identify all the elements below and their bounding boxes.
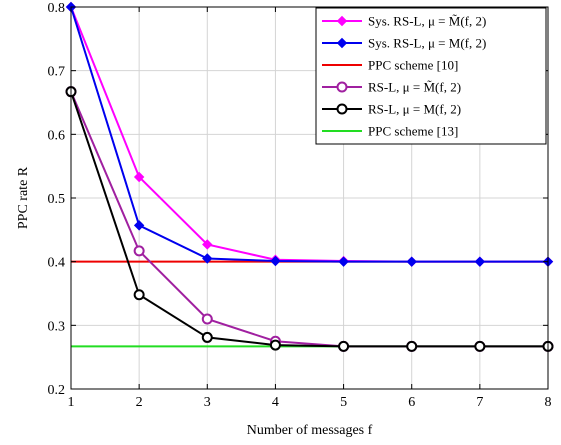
x-tick-label: 4 [272, 395, 279, 410]
y-tick-label: 0.8 [48, 1, 66, 16]
x-axis-label: Number of messages f [247, 423, 373, 438]
y-tick-label: 0.3 [48, 319, 66, 334]
x-tick-label: 7 [476, 395, 483, 410]
x-tick-label: 8 [545, 395, 552, 410]
plot-series [65, 1, 554, 352]
legend-entry: Sys. RS-L, μ = M̃(f, 2) [322, 14, 486, 29]
legend: Sys. RS-L, μ = M̃(f, 2) Sys. RS-L, μ = M(… [315, 7, 547, 145]
series-4 [65, 86, 554, 352]
legend-label: RS-L, μ = M(f, 2) [368, 102, 461, 117]
diamond-marker [338, 256, 349, 267]
circle-marker [336, 81, 348, 93]
diamond-marker [270, 255, 281, 267]
legend-entry: Sys. RS-L, μ = M(f, 2) [322, 36, 486, 51]
y-axis-label: PPC rate R [16, 166, 31, 229]
y-tick-label: 0.5 [48, 192, 66, 207]
y-tick-label: 0.7 [48, 65, 66, 80]
diamond-marker [474, 256, 486, 267]
circle-marker [338, 340, 350, 352]
diamond-marker [133, 220, 145, 231]
x-tick-label: 2 [136, 395, 143, 410]
legend-entry: RS-L, μ = M̃(f, 2) [322, 80, 461, 95]
series-1 [65, 1, 554, 267]
y-tick-label: 0.2 [48, 383, 66, 398]
legend-entry: PPC scheme [10] [322, 58, 458, 73]
circle-marker [201, 331, 213, 343]
diamond-marker [406, 256, 417, 267]
circle-marker [336, 103, 348, 115]
legend-label: Sys. RS-L, μ = M(f, 2) [368, 36, 486, 51]
legend-label: PPC scheme [10] [368, 58, 458, 73]
legend-entry: PPC scheme [13] [322, 124, 458, 139]
diamond-marker [133, 171, 145, 183]
x-tick-label: 6 [408, 395, 415, 410]
y-tick-label: 0.4 [48, 256, 66, 271]
legend-entry: RS-L, μ = M(f, 2) [322, 102, 461, 117]
circle-marker [406, 340, 418, 352]
diamond-marker [336, 37, 348, 49]
diamond-marker [202, 239, 213, 250]
legend-label: Sys. RS-L, μ = M̃(f, 2) [368, 14, 486, 29]
circle-marker [133, 289, 145, 301]
series-line [70, 91, 548, 348]
x-tick-label: 3 [204, 395, 211, 410]
legend-label: PPC scheme [13] [368, 124, 458, 139]
legend-box [315, 7, 547, 145]
circle-marker [474, 340, 486, 352]
circle-marker [133, 245, 145, 257]
series-line [70, 6, 548, 263]
legend-label: RS-L, μ = M̃(f, 2) [368, 80, 461, 95]
circle-marker [269, 339, 281, 351]
diamond-marker [202, 253, 213, 264]
x-tick-label: 5 [340, 395, 347, 410]
circle-marker [201, 313, 213, 325]
diamond-marker [336, 15, 348, 27]
x-tick-label: 1 [68, 395, 75, 410]
y-tick-label: 0.6 [48, 128, 66, 143]
